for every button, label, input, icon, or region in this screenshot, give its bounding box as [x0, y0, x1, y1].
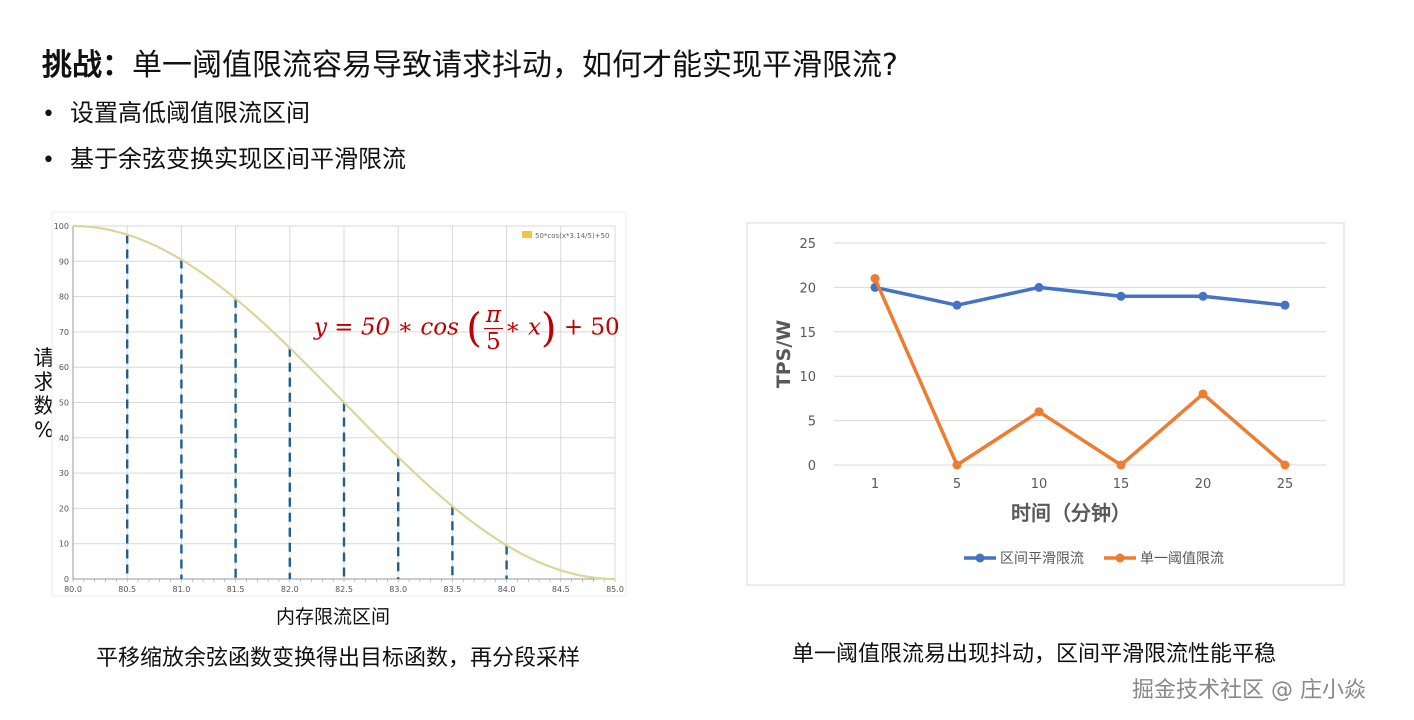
x-tick-label: 10: [1031, 477, 1048, 492]
title-prefix: 挑战：: [42, 48, 132, 83]
ylabel-char: 求: [33, 370, 55, 394]
formula-annotation: y = 50 ∗ cos (π 5 ∗ x) + 50: [314, 302, 620, 355]
series-point: [952, 300, 962, 310]
bullet-list: • 设置高低阈值限流区间 • 基于余弦变换实现区间平滑限流: [42, 90, 406, 182]
series-line: [873, 277, 1287, 467]
ylabel-char: 请: [33, 346, 55, 370]
y-tick-label: 0: [808, 459, 816, 474]
x-tick-label: 82.0: [281, 585, 299, 594]
y-tick-label: 80: [59, 293, 69, 302]
legend-marker: [975, 553, 985, 563]
title-text: 单一阈值限流容易导致请求抖动，如何才能实现平滑限流?: [132, 48, 898, 83]
legend-label: 单一阈值限流: [1140, 551, 1224, 567]
series-point: [1116, 291, 1126, 301]
series-point: [870, 274, 880, 284]
legend-label: 区间平滑限流: [1000, 550, 1084, 567]
legend-marker: [1115, 553, 1125, 563]
x-tick-label: 80.5: [118, 585, 136, 594]
formula-rhs: + 50: [563, 314, 620, 341]
bullet-dot-icon: •: [42, 102, 55, 127]
formula-paren-close: ): [540, 305, 557, 352]
x-tick-label: 83.5: [443, 585, 461, 594]
y-tick-label: 40: [59, 434, 69, 443]
x-tick-label: 85.0: [606, 585, 624, 594]
x-tick-label: 20: [1195, 477, 1212, 492]
series-point: [1198, 389, 1208, 399]
y-tick-label: 50: [59, 399, 69, 408]
legend-label: 50*cos(x*3.14/5)+50: [535, 232, 609, 240]
x-tick-label: 80.0: [64, 585, 82, 594]
left-chart-xlabel: 内存限流区间: [276, 606, 391, 628]
y-tick-label: 70: [59, 328, 69, 337]
formula-lhs: y = 50 ∗ cos: [314, 314, 459, 341]
right-caption: 单一阈值限流易出现抖动，区间平滑限流性能平稳: [792, 642, 1277, 667]
x-tick-label: 84.5: [552, 585, 570, 594]
page-title: 挑战：单一阈值限流容易导致请求抖动，如何才能实现平滑限流?: [42, 40, 898, 84]
x-axis-title: 时间（分钟）: [1011, 501, 1131, 525]
series-line: [874, 285, 1286, 307]
series-point: [1034, 407, 1044, 417]
cosine-curve-line: [72, 224, 616, 581]
legend-swatch: [522, 231, 532, 238]
watermark: 掘金技术社区 @ 庄小焱: [1132, 678, 1366, 703]
series-point: [952, 460, 962, 470]
series-point: [1198, 291, 1208, 301]
series-point: [1280, 300, 1290, 310]
x-tick-label: 84.0: [498, 585, 516, 594]
y-tick-label: 20: [59, 504, 69, 513]
ylabel-char: 数: [33, 394, 55, 418]
y-tick-label: 10: [59, 540, 69, 549]
x-tick-label: 83.0: [389, 585, 407, 594]
y-axis-title: TPS/W: [773, 320, 795, 389]
x-tick-label: 81.5: [227, 585, 245, 594]
left-chart-ylabel: 请 求 数 %: [30, 346, 58, 442]
series-point: [1116, 460, 1126, 470]
chart-frame: [746, 222, 1345, 586]
y-tick-label: 30: [59, 469, 69, 478]
x-tick-label: 81.0: [172, 585, 190, 594]
y-tick-label: 25: [799, 237, 816, 252]
y-tick-label: 0: [64, 575, 69, 584]
series-point: [1280, 460, 1290, 470]
y-tick-label: 20: [799, 281, 816, 296]
ylabel-char: %: [34, 418, 54, 442]
y-tick-label: 15: [799, 326, 816, 341]
formula-paren-open: (: [466, 305, 482, 352]
x-tick-label: 15: [1113, 477, 1130, 492]
bullet-text: 设置高低阈值限流区间: [70, 99, 310, 127]
left-caption: 平移缩放余弦函数变换得出目标函数，再分段采样: [96, 646, 581, 671]
y-tick-label: 60: [59, 363, 69, 372]
bullet-dot-icon: •: [42, 148, 55, 173]
bullet-text: 基于余弦变换实现区间平滑限流: [70, 145, 406, 173]
y-tick-label: 10: [799, 370, 816, 385]
y-tick-label: 5: [808, 415, 816, 430]
x-tick-label: 1: [871, 477, 879, 492]
chart-background: [51, 211, 627, 597]
y-tick-label: 100: [54, 222, 69, 231]
series-point: [1034, 282, 1044, 292]
bullet-item: • 基于余弦变换实现区间平滑限流: [42, 136, 406, 182]
formula-numerator: π: [483, 302, 503, 329]
x-tick-label: 5: [953, 477, 961, 492]
formula-inner: ∗ x: [505, 314, 541, 341]
x-tick-label: 82.5: [335, 585, 353, 594]
y-tick-label: 90: [59, 257, 69, 266]
x-tick-label: 25: [1277, 477, 1294, 492]
formula-denominator: 5: [486, 329, 501, 355]
bullet-item: • 设置高低阈值限流区间: [42, 90, 406, 136]
